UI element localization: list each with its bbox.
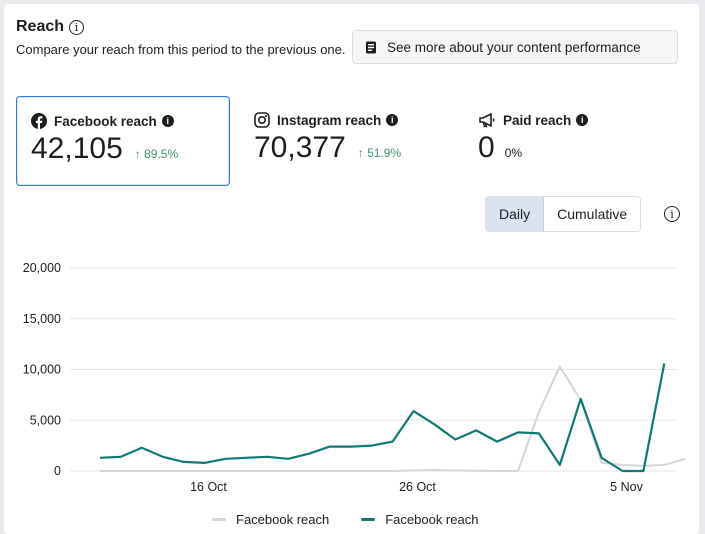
y-tick-label: 5,000: [30, 413, 61, 427]
legend-swatch-current: [361, 518, 376, 521]
paid-reach-delta: 0%: [504, 146, 523, 160]
chart-info-icon[interactable]: i: [664, 206, 680, 222]
page-title: Reach: [16, 18, 65, 35]
info-icon[interactable]: i: [386, 114, 399, 126]
facebook-reach-delta: ↑ 89.5%: [134, 147, 179, 161]
reach-title-row: Reach i: [16, 18, 85, 36]
x-tick-label: 26 Oct: [399, 480, 436, 494]
y-tick-label: 15,000: [23, 312, 61, 326]
y-tick-label: 20,000: [23, 261, 61, 275]
see-more-label: See more about your content performance: [387, 39, 641, 55]
see-more-content-performance-button[interactable]: See more about your content performance: [352, 30, 678, 64]
megaphone-icon: [478, 112, 496, 128]
series-line-current[interactable]: [99, 363, 666, 473]
instagram-reach-value: 70,377: [254, 131, 346, 164]
paid-reach-label: Paid reach: [503, 112, 572, 128]
legend-label-previous: Facebook reach: [236, 512, 330, 527]
x-tick-label: 16 Oct: [190, 480, 227, 494]
info-icon[interactable]: i: [161, 115, 174, 127]
facebook-reach-label: Facebook reach: [54, 113, 157, 129]
reach-subtitle: Compare your reach from this period to t…: [16, 42, 346, 57]
instagram-reach-delta: ↑ 51.9%: [357, 146, 402, 160]
document-icon: [365, 41, 377, 54]
instagram-icon: [254, 112, 270, 128]
daily-option[interactable]: Daily: [486, 197, 545, 231]
y-tick-label: 0: [54, 464, 61, 478]
instagram-reach-label: Instagram reach: [277, 112, 382, 128]
facebook-reach-metric[interactable]: Facebook reach i 42,105 ↑ 89.5%: [16, 96, 230, 186]
facebook-icon: [31, 113, 47, 129]
legend-label-current: Facebook reach: [385, 512, 479, 527]
paid-reach-value: 0: [478, 131, 495, 164]
y-tick-label: 10,000: [23, 363, 61, 377]
info-icon[interactable]: i: [69, 19, 85, 35]
legend-swatch-previous: [212, 518, 226, 521]
instagram-reach-metric[interactable]: Instagram reach i 70,377 ↑ 51.9%: [240, 96, 454, 186]
facebook-reach-value: 42,105: [31, 132, 123, 165]
legend-item-previous[interactable]: Facebook reach: [212, 512, 329, 527]
daily-cumulative-toggle[interactable]: Daily Cumulative: [485, 196, 642, 232]
paid-reach-metric[interactable]: Paid reach i 0 0%: [464, 96, 678, 186]
x-tick-label: 5 Nov: [610, 480, 643, 494]
chart-legend: Facebook reach Facebook reach: [212, 512, 478, 527]
legend-item-current[interactable]: Facebook reach: [361, 512, 478, 527]
info-icon[interactable]: i: [576, 114, 589, 126]
cumulative-option[interactable]: Cumulative: [544, 197, 641, 231]
series-line-previous[interactable]: [100, 365, 686, 472]
